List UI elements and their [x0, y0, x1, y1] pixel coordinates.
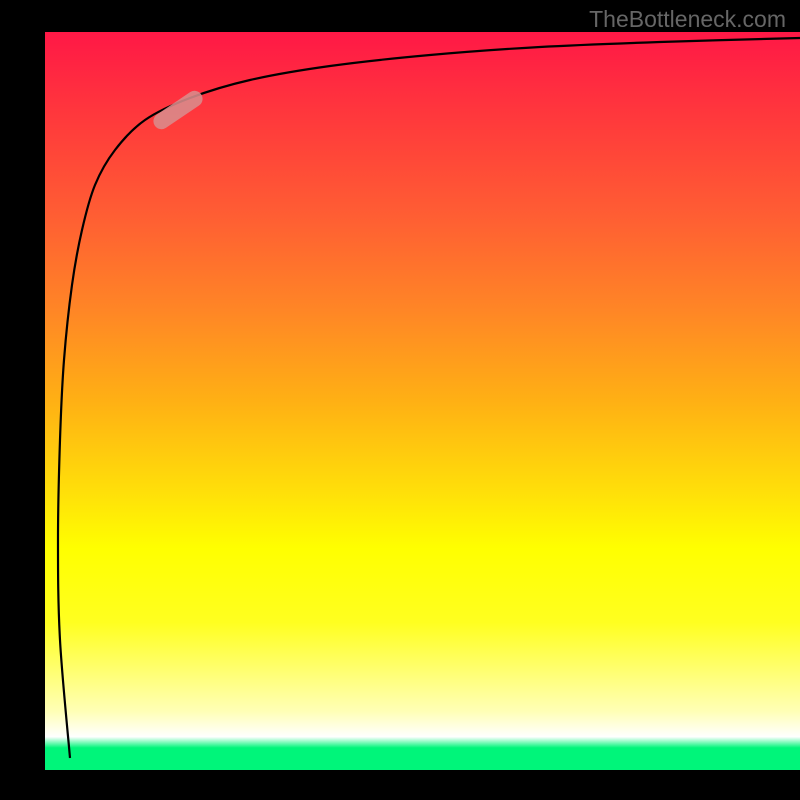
watermark-text: TheBottleneck.com	[589, 6, 786, 33]
plot-area	[45, 32, 800, 770]
chart-container: TheBottleneck.com	[0, 0, 800, 800]
bottleneck-chart	[0, 0, 800, 800]
